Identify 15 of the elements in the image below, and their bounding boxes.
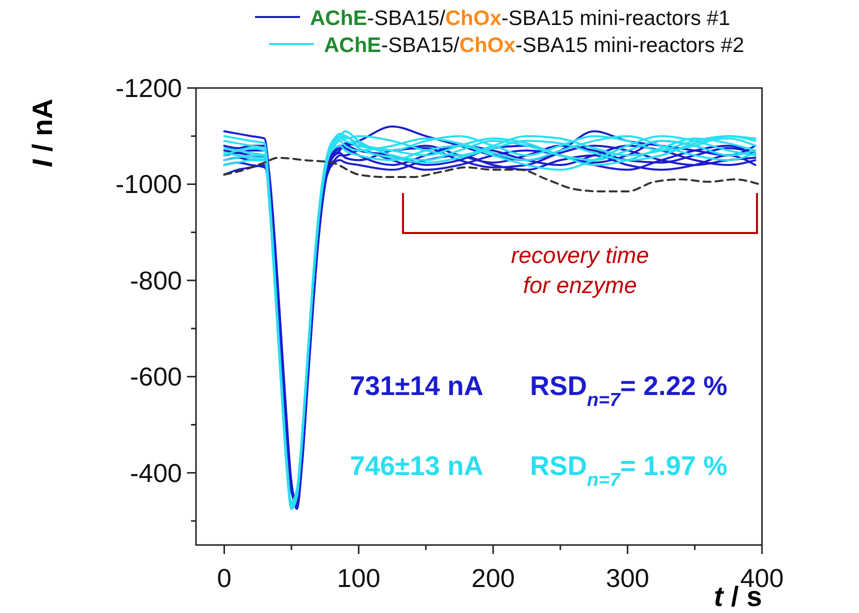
y-tick-label: -1200 [116,73,182,103]
y-axis-title: I / nA [27,98,58,168]
y-tick-label: -400 [130,458,182,488]
annotation: recovery time for enzyme [510,242,650,298]
x-tick-label: 100 [336,563,380,593]
y-tick-label: -1000 [116,169,182,200]
x-tick-label: 0 [217,563,232,593]
legend-label: AChE-SBA15/ChOx-SBA15 mini-reactors #2 [324,34,744,57]
legend-label: AChE-SBA15/ChOx-SBA15 mini-reactors #1 [310,7,730,30]
x-tick-label: 300 [606,563,650,593]
x-tick-label: 200 [471,563,515,593]
text: 731±14 nA RSD$_{n=7}$= 2.22 % [350,371,728,410]
y-tick-label: -800 [130,265,182,296]
y-tick-label: -600 [130,362,182,392]
text: 746±13 nA RSD$_{n=7}$= 1.97 % [350,451,728,490]
